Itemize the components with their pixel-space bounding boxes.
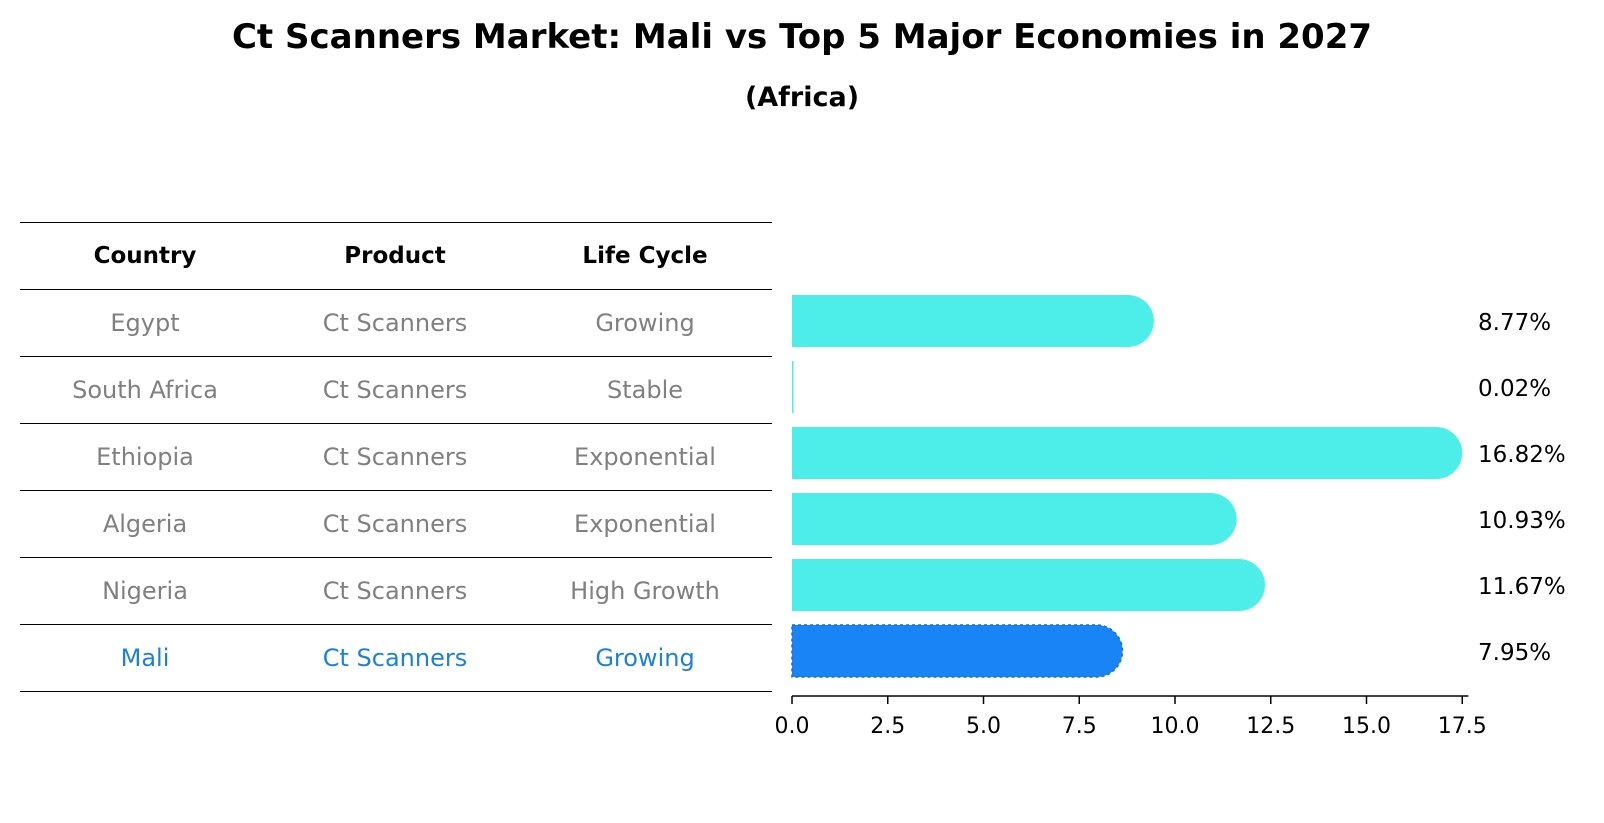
cell-product: Ct Scanners [322,577,468,605]
x-tick-label: 15.0 [1342,714,1391,739]
cell-product: Ct Scanners [322,376,468,404]
cell-country: Algeria [102,510,188,538]
table-row-highlighted: Mali Ct Scanners Growing [20,624,772,692]
bar-nigeria [792,559,1265,611]
table-row: Nigeria Ct Scanners High Growth [20,557,772,624]
x-tick-label: 17.5 [1438,714,1487,739]
value-label-south-africa: 0.02% [1478,376,1551,402]
cell-country: Ethiopia [96,443,194,471]
table-header-row: Country Product Life Cycle [20,222,772,289]
value-label-mali: 7.95% [1478,640,1551,666]
cell-product: Ct Scanners [322,443,468,471]
header-country: Country [93,243,197,269]
cell-life-cycle: Growing [595,309,695,337]
bar-south-africa [792,361,794,413]
value-label-algeria: 10.93% [1478,508,1566,534]
cell-life-cycle: Stable [606,376,684,404]
bar-algeria [792,493,1237,545]
cell-country: South Africa [72,376,218,404]
header-life-cycle: Life Cycle [582,243,708,269]
table-row: Egypt Ct Scanners Growing [20,289,772,356]
cell-product: Ct Scanners [322,510,468,538]
x-tick-label: 12.5 [1246,714,1295,739]
value-label-ethiopia: 16.82% [1478,442,1566,468]
x-tick-label: 2.5 [870,714,905,739]
bar-egypt [792,295,1154,347]
cell-life-cycle: Exponential [574,510,716,538]
cell-product: Ct Scanners [322,644,468,672]
x-tick-label: 5.0 [966,714,1001,739]
value-label-egypt: 8.77% [1478,310,1551,336]
bar-ethiopia [792,427,1463,479]
x-tick-label: 7.5 [1062,714,1097,739]
cell-life-cycle: Growing [595,644,695,672]
chart-title: Ct Scanners Market: Mali vs Top 5 Major … [231,17,1373,57]
value-label-nigeria: 11.67% [1478,574,1566,600]
chart-subtitle: (Africa) [744,82,860,113]
header-product: Product [344,243,446,269]
table-row: Ethiopia Ct Scanners Exponential [20,423,772,490]
table-row: Algeria Ct Scanners Exponential [20,490,772,557]
bar-mali [791,624,1124,678]
x-tick-label: 10.0 [1151,714,1200,739]
cell-life-cycle: High Growth [570,577,720,605]
cell-product: Ct Scanners [322,309,468,337]
cell-country: Nigeria [102,577,188,605]
table-row: South Africa Ct Scanners Stable [20,356,772,423]
cell-life-cycle: Exponential [574,443,716,471]
x-tick-label: 0.0 [775,714,810,739]
cell-country: Mali [120,644,170,672]
country-table: Country Product Life Cycle Egypt Ct Scan… [20,222,772,692]
cell-country: Egypt [110,309,180,337]
